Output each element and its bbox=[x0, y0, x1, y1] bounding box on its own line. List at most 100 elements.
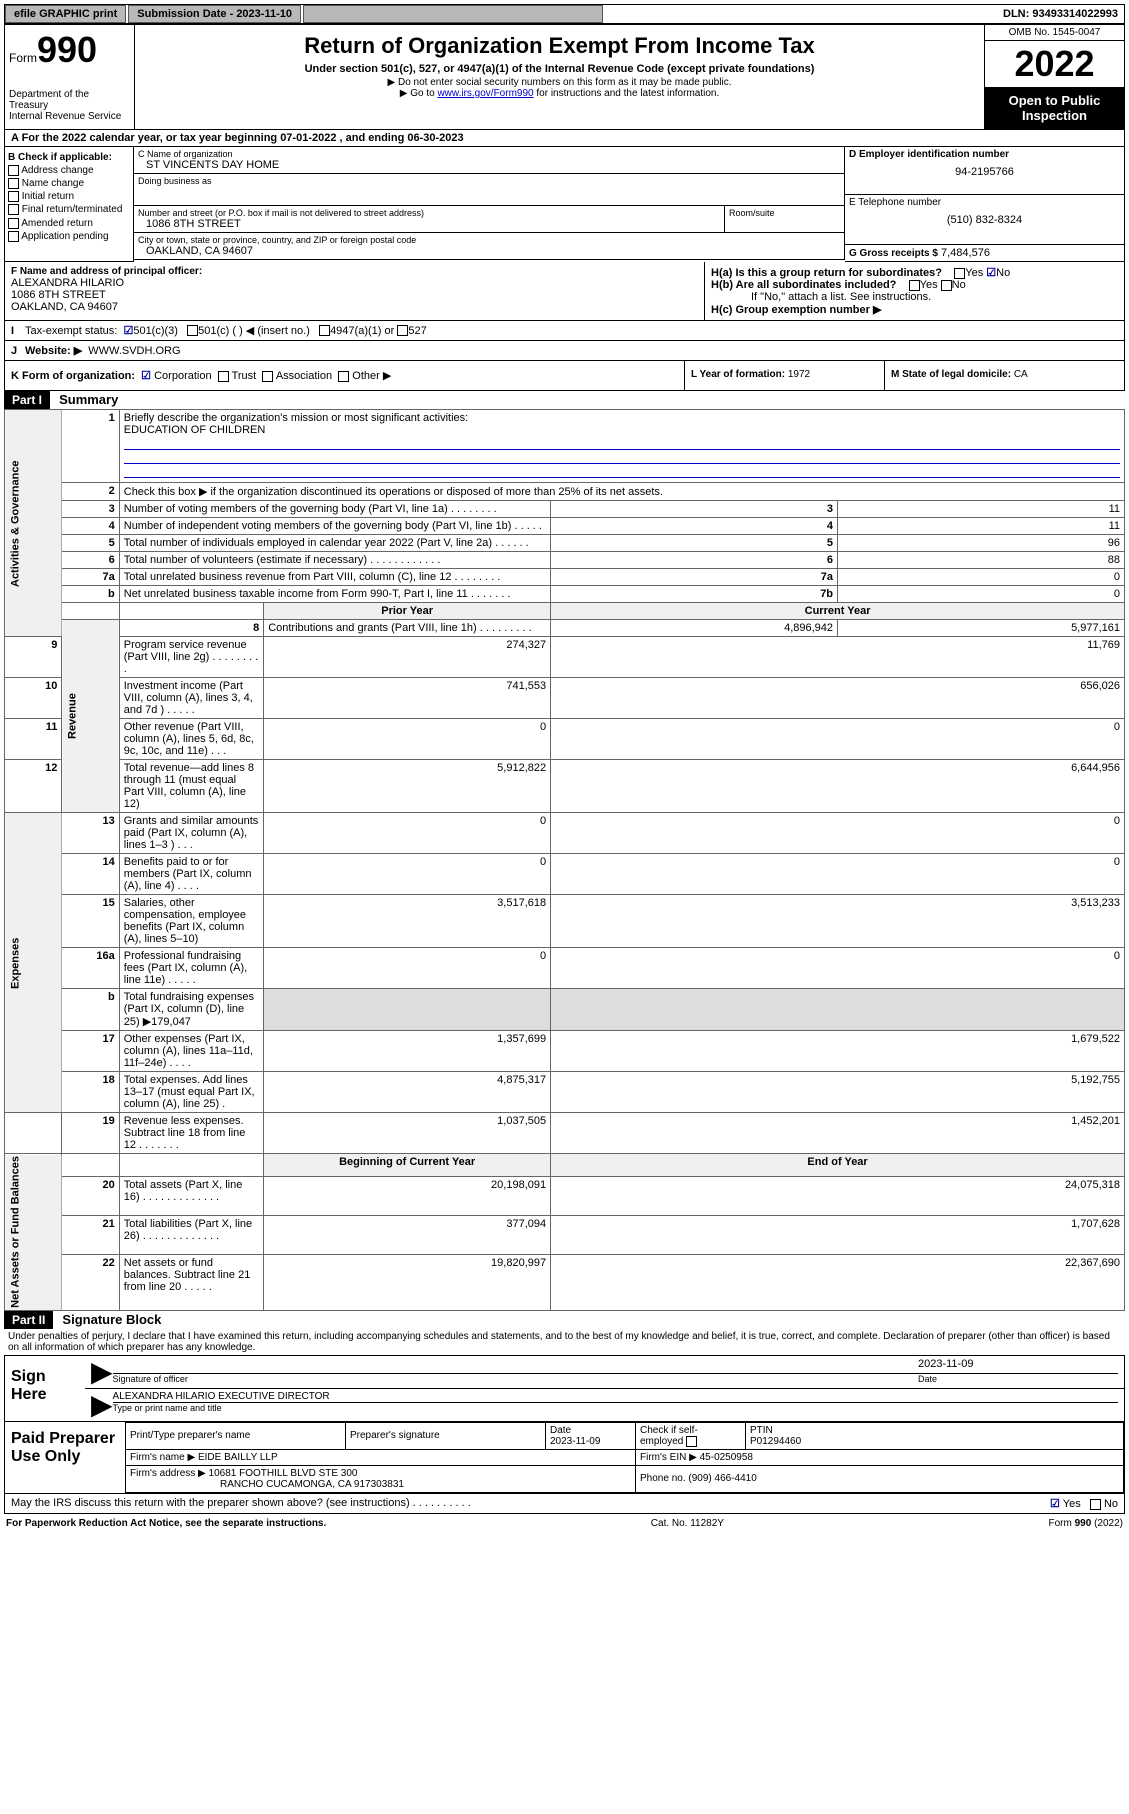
checkbox-amended[interactable] bbox=[8, 218, 19, 229]
b-opt-0: Address change bbox=[8, 165, 130, 176]
gross-receipts-value: 7,484,576 bbox=[941, 247, 990, 259]
col-end-year: End of Year bbox=[551, 1154, 1125, 1177]
h-note: If "No," attach a list. See instructions… bbox=[711, 291, 1118, 303]
prep-sig-label: Preparer's signature bbox=[346, 1422, 546, 1449]
form-label: Form bbox=[9, 51, 37, 65]
checkbox-app-pending[interactable] bbox=[8, 231, 19, 242]
paid-preparer-label: Paid Preparer Use Only bbox=[5, 1422, 125, 1493]
box-c-room: Room/suite bbox=[725, 206, 845, 233]
checkbox-4947[interactable] bbox=[319, 325, 330, 336]
checkbox-assoc[interactable] bbox=[262, 371, 273, 382]
checkbox-501c[interactable] bbox=[187, 325, 198, 336]
sig-officer-label: Signature of officer bbox=[113, 1374, 918, 1384]
f-label: F Name and address of principal officer: bbox=[11, 266, 698, 277]
note-link-row: ▶ Go to www.irs.gov/Form990 for instruct… bbox=[139, 88, 980, 99]
discuss-text: May the IRS discuss this return with the… bbox=[11, 1497, 471, 1510]
discuss-answer: ☑ Yes No bbox=[1050, 1497, 1118, 1510]
sig-date-value: 2023-11-09 bbox=[918, 1358, 1118, 1374]
firm-ein-cell: Firm's EIN ▶ 45-0250958 bbox=[636, 1449, 1124, 1465]
check-icon: ☑ bbox=[141, 370, 151, 382]
checkbox-name-change[interactable] bbox=[8, 178, 19, 189]
note-link-pre: ▶ Go to bbox=[400, 88, 438, 99]
line-num: 1 bbox=[62, 410, 119, 483]
ptin-cell: PTINP01294460 bbox=[746, 1422, 1124, 1449]
row-i: I Tax-exempt status: ☑ 501(c)(3) 501(c) … bbox=[4, 321, 1125, 341]
checkbox-initial-return[interactable] bbox=[8, 191, 19, 202]
c-room-label: Room/suite bbox=[729, 208, 840, 218]
e-label: E Telephone number bbox=[849, 197, 1120, 208]
prep-name-label: Print/Type preparer's name bbox=[126, 1422, 346, 1449]
inspection-notice: Open to Public Inspection bbox=[985, 87, 1124, 129]
checkbox-other[interactable] bbox=[338, 371, 349, 382]
website-value: WWW.SVDH.ORG bbox=[88, 345, 180, 357]
checkbox-trust[interactable] bbox=[218, 371, 229, 382]
tax-year: 2022 bbox=[985, 41, 1124, 87]
col-current-year: Current Year bbox=[551, 603, 1125, 620]
sig-right: ▶ Signature of officer 2023-11-09 Date ▶… bbox=[85, 1356, 1124, 1421]
box-m: M State of legal domicile: CA bbox=[884, 361, 1124, 390]
c-street-label: Number and street (or P.O. box if mail i… bbox=[138, 208, 720, 218]
d-label: D Employer identification number bbox=[849, 149, 1120, 160]
checkbox-527[interactable] bbox=[397, 325, 408, 336]
sig-date-label: Date bbox=[918, 1374, 1118, 1384]
part-2-tag: Part II bbox=[4, 1311, 53, 1329]
fg-row: F Name and address of principal officer:… bbox=[4, 262, 1125, 321]
firm-phone-cell: Phone no. (909) 466-4410 bbox=[636, 1465, 1124, 1492]
col-prior-year: Prior Year bbox=[264, 603, 551, 620]
checkbox-final-return[interactable] bbox=[8, 204, 19, 215]
header-right: OMB No. 1545-0047 2022 Open to Public In… bbox=[984, 25, 1124, 129]
ein-value: 94-2195766 bbox=[849, 160, 1120, 178]
c-dba-label: Doing business as bbox=[138, 176, 840, 186]
firm-name-cell: Firm's name ▶ EIDE BAILLY LLP bbox=[126, 1449, 636, 1465]
box-d: D Employer identification number 94-2195… bbox=[845, 147, 1125, 195]
prep-date-cell: Date2023-11-09 bbox=[546, 1422, 636, 1449]
form-subtitle: Under section 501(c), 527, or 4947(a)(1)… bbox=[139, 63, 980, 75]
checkbox-hb-yes[interactable] bbox=[909, 280, 920, 291]
prep-right: Print/Type preparer's name Preparer's si… bbox=[125, 1422, 1124, 1493]
box-l: L Year of formation: 1972 bbox=[684, 361, 884, 390]
summary-table: Activities & Governance 1 Briefly descri… bbox=[4, 409, 1125, 1311]
box-e: E Telephone number (510) 832-8324 bbox=[845, 195, 1125, 245]
h-a: H(a) Is this a group return for subordin… bbox=[711, 266, 1118, 279]
phone-value: (510) 832-8324 bbox=[849, 208, 1120, 226]
part-1-header-row: Part I Summary bbox=[4, 391, 1125, 409]
checkbox-address-change[interactable] bbox=[8, 165, 19, 176]
checkbox-self-employed[interactable] bbox=[686, 1436, 697, 1447]
i-527: 527 bbox=[408, 325, 426, 337]
city-value: OAKLAND, CA 94607 bbox=[138, 245, 840, 257]
omb-number: OMB No. 1545-0047 bbox=[985, 25, 1124, 41]
checkbox-discuss-no[interactable] bbox=[1090, 1499, 1101, 1510]
h-c: H(c) Group exemption number ▶ bbox=[711, 303, 1118, 316]
discuss-row: May the IRS discuss this return with the… bbox=[4, 1494, 1125, 1514]
side-label-gov: Activities & Governance bbox=[5, 410, 62, 637]
arrow-icon: ▶ bbox=[91, 1358, 113, 1386]
box-f: F Name and address of principal officer:… bbox=[5, 262, 704, 320]
side-label-rev: Revenue bbox=[62, 620, 119, 813]
check-icon: ☑ bbox=[1050, 1498, 1060, 1510]
part-1-tag: Part I bbox=[4, 391, 50, 409]
b-opt-1: Name change bbox=[8, 178, 130, 189]
checkbox-hb-no[interactable] bbox=[941, 280, 952, 291]
i-4947: 4947(a)(1) or bbox=[330, 325, 394, 337]
note-link-post: for instructions and the latest informat… bbox=[534, 88, 720, 99]
col-begin-year: Beginning of Current Year bbox=[264, 1154, 551, 1177]
checkbox-ha-yes[interactable] bbox=[954, 268, 965, 279]
header-left: Form990 Department of the Treasury Inter… bbox=[5, 25, 135, 129]
i-label: Tax-exempt status: bbox=[25, 325, 117, 337]
note-ssn: ▶ Do not enter social security numbers o… bbox=[139, 77, 980, 88]
footer-cat: Cat. No. 11282Y bbox=[651, 1518, 724, 1529]
col-c: C Name of organization ST VINCENTS DAY H… bbox=[134, 147, 845, 262]
top-bar: efile GRAPHIC print Submission Date - 20… bbox=[4, 4, 1125, 24]
street-value: 1086 8TH STREET bbox=[138, 218, 720, 230]
sign-here-label: Sign Here bbox=[5, 1356, 85, 1421]
header-mid: Return of Organization Exempt From Incom… bbox=[135, 25, 984, 129]
declaration-text: Under penalties of perjury, I declare th… bbox=[4, 1329, 1125, 1355]
submission-date-button[interactable]: Submission Date - 2023-11-10 bbox=[128, 5, 301, 23]
firm-addr-cell: Firm's address ▶ 10681 FOOTHILL BLVD STE… bbox=[126, 1465, 636, 1492]
efile-print-button[interactable]: efile GRAPHIC print bbox=[5, 5, 126, 23]
check-icon: ☑ bbox=[123, 324, 133, 337]
side-label-exp: Expenses bbox=[5, 813, 62, 1113]
irs-link[interactable]: www.irs.gov/Form990 bbox=[437, 88, 533, 99]
signature-block: Sign Here ▶ Signature of officer 2023-11… bbox=[4, 1355, 1125, 1422]
blank-button bbox=[303, 5, 603, 23]
